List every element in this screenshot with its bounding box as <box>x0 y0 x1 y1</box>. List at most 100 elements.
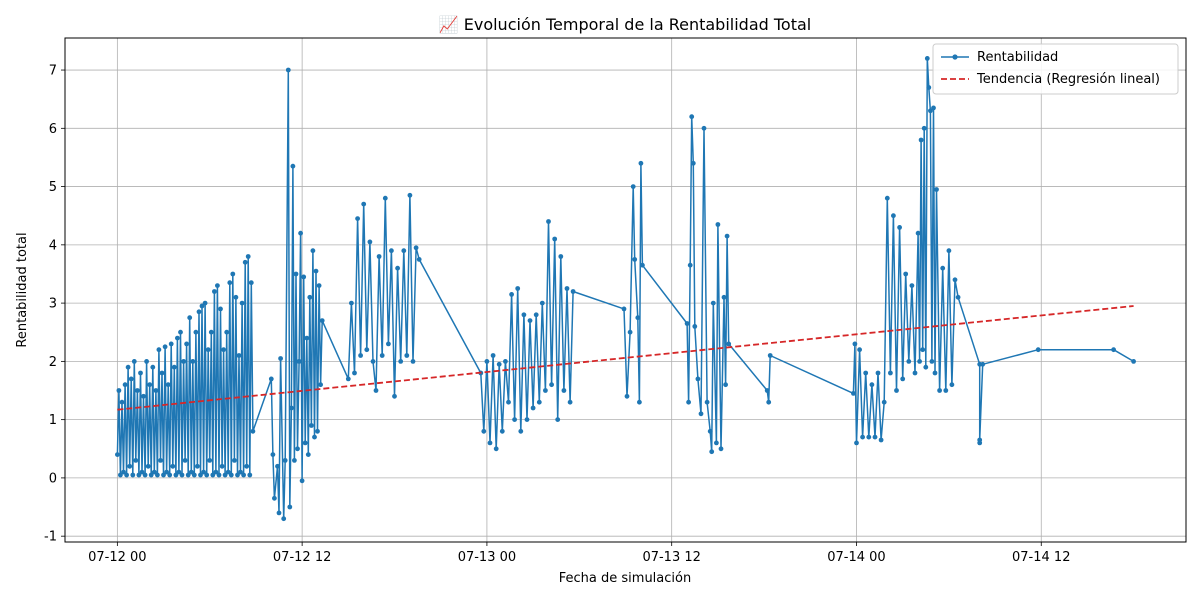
rentabilidad-point <box>709 449 715 455</box>
rentabilidad-point <box>119 399 125 405</box>
rentabilidad-point <box>215 283 220 288</box>
rentabilidad-point <box>148 472 154 478</box>
rentabilidad-point <box>888 370 893 376</box>
rentabilidad-point <box>293 271 299 277</box>
rentabilidad-point <box>929 359 935 364</box>
rentabilidad-point <box>704 399 710 405</box>
rentabilidad-point <box>949 382 955 388</box>
rentabilidad-point <box>695 376 701 382</box>
rentabilidad-point <box>630 184 636 190</box>
rentabilidad-point <box>115 452 120 457</box>
y-tick-label: 2 <box>49 355 57 370</box>
y-tick-label: 0 <box>49 471 57 486</box>
rentabilidad-point <box>379 353 385 358</box>
rentabilidad-point <box>872 434 878 440</box>
rentabilidad-point <box>926 85 932 90</box>
rentabilidad-point <box>144 359 150 364</box>
rentabilidad-point <box>555 417 561 422</box>
rentabilidad-point <box>977 437 983 443</box>
rentabilidad-point <box>533 312 539 318</box>
rentabilidad-point <box>245 254 251 259</box>
rentabilidad-point <box>165 382 171 388</box>
rentabilidad-point <box>232 458 237 463</box>
rentabilidad-point <box>191 472 197 478</box>
rentabilidad-point <box>275 463 280 469</box>
rentabilidad-point <box>270 452 276 457</box>
rentabilidad-point <box>313 268 319 274</box>
rentabilidad-point <box>130 472 136 478</box>
rentabilidad-point <box>190 359 196 364</box>
plot-frame <box>64 37 1187 543</box>
rentabilidad-point <box>153 388 159 393</box>
rentabilidad-point <box>567 399 573 405</box>
rentabilidad-point <box>943 388 949 393</box>
x-tick-label: 07-13 00 <box>458 550 516 565</box>
rentabilidad-point <box>221 347 227 353</box>
rentabilidad-point <box>527 318 533 323</box>
rentabilidad-point <box>715 222 721 227</box>
rentabilidad-point <box>179 472 185 478</box>
rentabilidad-point <box>689 114 695 120</box>
rentabilidad-point <box>141 393 146 399</box>
rentabilidad-point <box>145 463 151 469</box>
x-tick-label: 07-14 00 <box>827 550 885 565</box>
rentabilidad-point <box>714 440 719 446</box>
rentabilidad-point <box>869 382 875 388</box>
y-tick-label: 6 <box>49 122 57 137</box>
rentabilidad-point <box>392 393 397 399</box>
rentabilidad-point <box>142 472 148 478</box>
rentabilidad-point <box>692 324 698 329</box>
rentabilidad-point <box>891 213 896 219</box>
rentabilidad-point <box>627 329 633 335</box>
x-axis-ticks: 07-12 00 07-12 12 07-13 00 07-13 12 07-14 00… <box>88 542 1070 565</box>
rentabilidad-point <box>900 376 906 382</box>
rentabilidad-point <box>524 417 530 422</box>
rentabilidad-point <box>546 219 551 224</box>
rentabilidad-point <box>193 329 199 335</box>
rentabilidad-point <box>216 472 222 478</box>
legend-marker-rentabilidad <box>952 54 958 60</box>
rentabilidad-point <box>710 300 716 306</box>
rentabilidad-point <box>127 463 133 469</box>
rentabilidad-point <box>918 137 924 143</box>
rentabilidad-point <box>238 469 243 475</box>
rentabilidad-point <box>931 105 936 111</box>
rentabilidad-point <box>304 335 310 341</box>
rentabilidad-point <box>230 271 236 277</box>
rentabilidad-point <box>316 283 322 288</box>
rentabilidad-point <box>272 495 277 501</box>
rentabilidad-point <box>413 245 419 251</box>
rentabilidad-point <box>268 376 274 382</box>
rentabilidad-point <box>315 428 320 434</box>
y-tick-label: -1 <box>44 530 57 545</box>
rentabilidad-point <box>884 195 890 201</box>
rentabilidad-point <box>181 359 187 364</box>
y-tick-label: 5 <box>49 180 57 195</box>
rentabilidad-point <box>167 472 173 478</box>
rentabilidad-point <box>506 399 511 405</box>
rentabilidad-point <box>121 469 126 475</box>
x-tick-label: 07-12 00 <box>88 550 146 565</box>
rentabilidad-point <box>952 277 958 283</box>
rentabilidad-point <box>398 359 404 364</box>
rentabilidad-point <box>686 399 691 405</box>
rentabilidad-point <box>239 300 245 306</box>
rentabilidad-point <box>863 370 869 376</box>
rentabilidad-line <box>116 57 1134 520</box>
rentabilidad-point <box>213 469 219 475</box>
rentabilidad-point <box>690 160 696 166</box>
rentabilidad-point <box>561 388 567 393</box>
rentabilidad-point <box>766 399 772 405</box>
x-tick-label: 07-12 12 <box>273 550 331 565</box>
rentabilidad-point <box>373 388 379 393</box>
rentabilidad-point <box>912 370 918 376</box>
rentabilidad-point <box>698 411 704 417</box>
rentabilidad-point <box>386 341 391 347</box>
rentabilidad-point <box>632 257 638 262</box>
rentabilidad-point <box>518 428 524 434</box>
rentabilidad-point <box>543 388 548 393</box>
rentabilidad-point <box>296 359 302 364</box>
rentabilidad-point <box>721 294 727 300</box>
rentabilidad-point <box>205 347 211 353</box>
rentabilidad-point <box>188 469 194 475</box>
